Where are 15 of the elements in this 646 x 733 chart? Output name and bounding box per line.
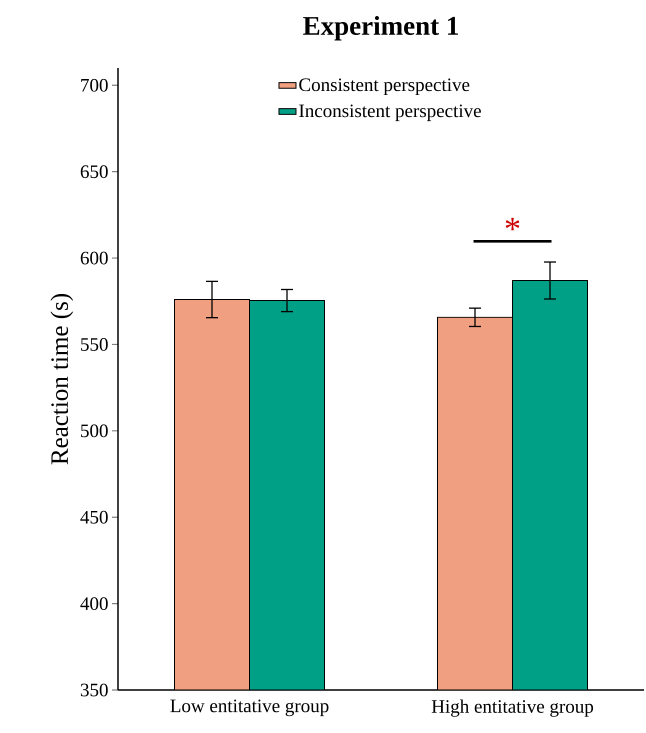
y-tick-label: 500 (81, 424, 108, 438)
y-tick-label: 700 (81, 78, 108, 92)
y-tick-label: 450 (80, 510, 108, 524)
y-axis-title: Reaction time (s) (50, 294, 74, 464)
y-tick-label: 600 (80, 252, 108, 264)
chart-title: Experiment 1 (303, 16, 458, 40)
annotation: * (506, 218, 520, 230)
y-tick-label: 350 (80, 684, 108, 696)
y-tick-label: 650 (80, 165, 108, 178)
legend-label: Consistent perspective (299, 78, 470, 96)
x-tick-label: High entitative group (432, 700, 594, 717)
x-tick-label: Low entitative group (170, 700, 328, 716)
legend-label: Inconsistent perspective (299, 104, 481, 122)
y-tick-label: 400 (80, 597, 108, 610)
y-tick-label: 550 (81, 338, 108, 351)
